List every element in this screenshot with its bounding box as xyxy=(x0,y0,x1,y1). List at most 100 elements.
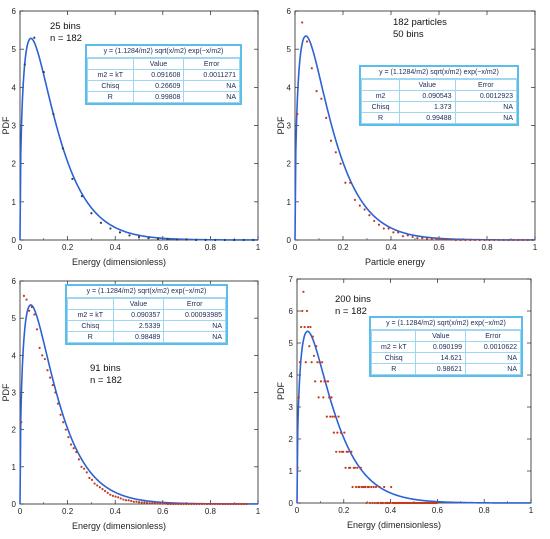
y-tick-label: 2 xyxy=(12,160,17,169)
y-tick-label: 2 xyxy=(287,160,292,169)
data-point xyxy=(329,415,332,418)
fit-header-error: Error xyxy=(183,58,240,70)
data-point xyxy=(195,502,198,506)
data-point xyxy=(454,238,457,242)
data-point xyxy=(90,212,93,215)
data-point xyxy=(297,396,300,399)
data-point xyxy=(135,500,138,503)
data-point xyxy=(445,238,448,241)
fit-param-value: 0.98621 xyxy=(415,363,467,375)
data-point xyxy=(353,198,357,202)
fit-param-value: 1.373 xyxy=(399,101,456,113)
data-point xyxy=(440,238,443,241)
chart-4-plot: 0 0.2 0.4 0.6 0.8 1 0 1 2 3 4 5 6 7 Energy (dimensionl… xyxy=(276,275,534,530)
x-tick-label: 1 xyxy=(256,243,261,252)
data-point xyxy=(56,402,60,405)
annotation-text: n = 182 xyxy=(335,306,367,317)
data-point xyxy=(425,237,429,240)
data-point xyxy=(351,485,354,489)
data-point xyxy=(364,485,367,489)
y-tick-label: 5 xyxy=(12,314,17,323)
fit-header-error: Error xyxy=(163,298,226,310)
data-point xyxy=(54,391,57,394)
annotation-text: n = 182 xyxy=(50,33,82,44)
data-point xyxy=(158,502,162,505)
data-point xyxy=(377,501,380,505)
annotation-text: 25 bins xyxy=(50,21,81,32)
data-point xyxy=(406,234,409,237)
data-point xyxy=(77,458,81,461)
fit-results-table-4: y = (1.1284/m2) sqrt(x/m2) exp(−x/m2) Va… xyxy=(369,316,523,377)
x-axis-label: Energy (dimensionless) xyxy=(72,257,166,267)
data-point xyxy=(493,238,496,242)
fit-param-error: NA xyxy=(183,80,240,92)
fit-curve xyxy=(19,37,258,241)
data-point xyxy=(140,501,143,504)
annotation-text: 182 particles xyxy=(393,17,447,28)
fit-equation: y = (1.1284/m2) sqrt(x/m2) exp(−x/m2) xyxy=(361,67,517,79)
data-point xyxy=(232,502,235,506)
data-point xyxy=(137,235,141,239)
x-tick-label: 0 xyxy=(293,243,298,252)
fit-header-param xyxy=(87,58,134,70)
data-point xyxy=(143,501,146,504)
data-point xyxy=(464,238,467,242)
data-point xyxy=(335,450,338,453)
y-tick-label: 1 xyxy=(12,198,17,207)
data-point xyxy=(75,450,78,454)
y-tick-label: 5 xyxy=(287,45,292,54)
y-tick-label: 1 xyxy=(289,467,294,476)
data-point xyxy=(296,466,299,469)
data-point xyxy=(302,290,305,293)
y-tick-label: 6 xyxy=(289,307,294,316)
y-tick-label: 5 xyxy=(12,45,17,54)
y-tick-label: 3 xyxy=(12,389,17,398)
annotation-text: n = 182 xyxy=(90,375,122,386)
data-point xyxy=(311,335,314,338)
data-point xyxy=(301,309,304,313)
x-tick-label: 0.2 xyxy=(338,506,350,515)
data-point xyxy=(151,502,154,505)
fit-param-name: R xyxy=(370,363,417,375)
data-point xyxy=(374,485,378,489)
data-point xyxy=(117,496,120,499)
data-point xyxy=(338,450,341,453)
x-tick-label: 0.8 xyxy=(481,243,493,252)
data-point xyxy=(305,40,309,43)
data-point xyxy=(204,238,207,242)
fit-results-table-1: y = (1.1284/m2) sqrt(x/m2) exp(−x/m2) Va… xyxy=(85,44,242,105)
data-point xyxy=(320,97,323,100)
fit-param-error: NA xyxy=(454,101,518,113)
data-point xyxy=(128,234,131,237)
data-point xyxy=(211,502,214,506)
data-point xyxy=(208,502,211,506)
data-point xyxy=(33,36,36,39)
data-point xyxy=(195,238,198,242)
data-point xyxy=(377,223,381,226)
data-point xyxy=(190,502,193,506)
data-point xyxy=(353,466,357,469)
data-point xyxy=(25,298,28,301)
data-point xyxy=(28,309,31,312)
data-point xyxy=(308,345,311,348)
data-point xyxy=(219,502,222,506)
data-point xyxy=(371,501,374,505)
data-point xyxy=(328,396,331,399)
y-tick-label: 4 xyxy=(287,83,292,92)
data-point xyxy=(322,396,325,399)
data-point xyxy=(83,467,86,470)
data-point xyxy=(316,361,319,364)
data-point xyxy=(521,238,525,242)
data-point xyxy=(148,502,151,505)
data-point xyxy=(23,63,26,66)
fit-param-error: 0.0011271 xyxy=(183,69,240,81)
data-point xyxy=(315,345,318,348)
data-point xyxy=(497,238,501,242)
fit-header-value: Value xyxy=(112,298,165,310)
fit-header-value: Value xyxy=(415,330,467,342)
data-point xyxy=(161,502,164,505)
data-point xyxy=(309,325,312,329)
fit-param-name: Chisq xyxy=(87,80,134,92)
data-point xyxy=(401,235,405,238)
data-point xyxy=(193,502,196,506)
